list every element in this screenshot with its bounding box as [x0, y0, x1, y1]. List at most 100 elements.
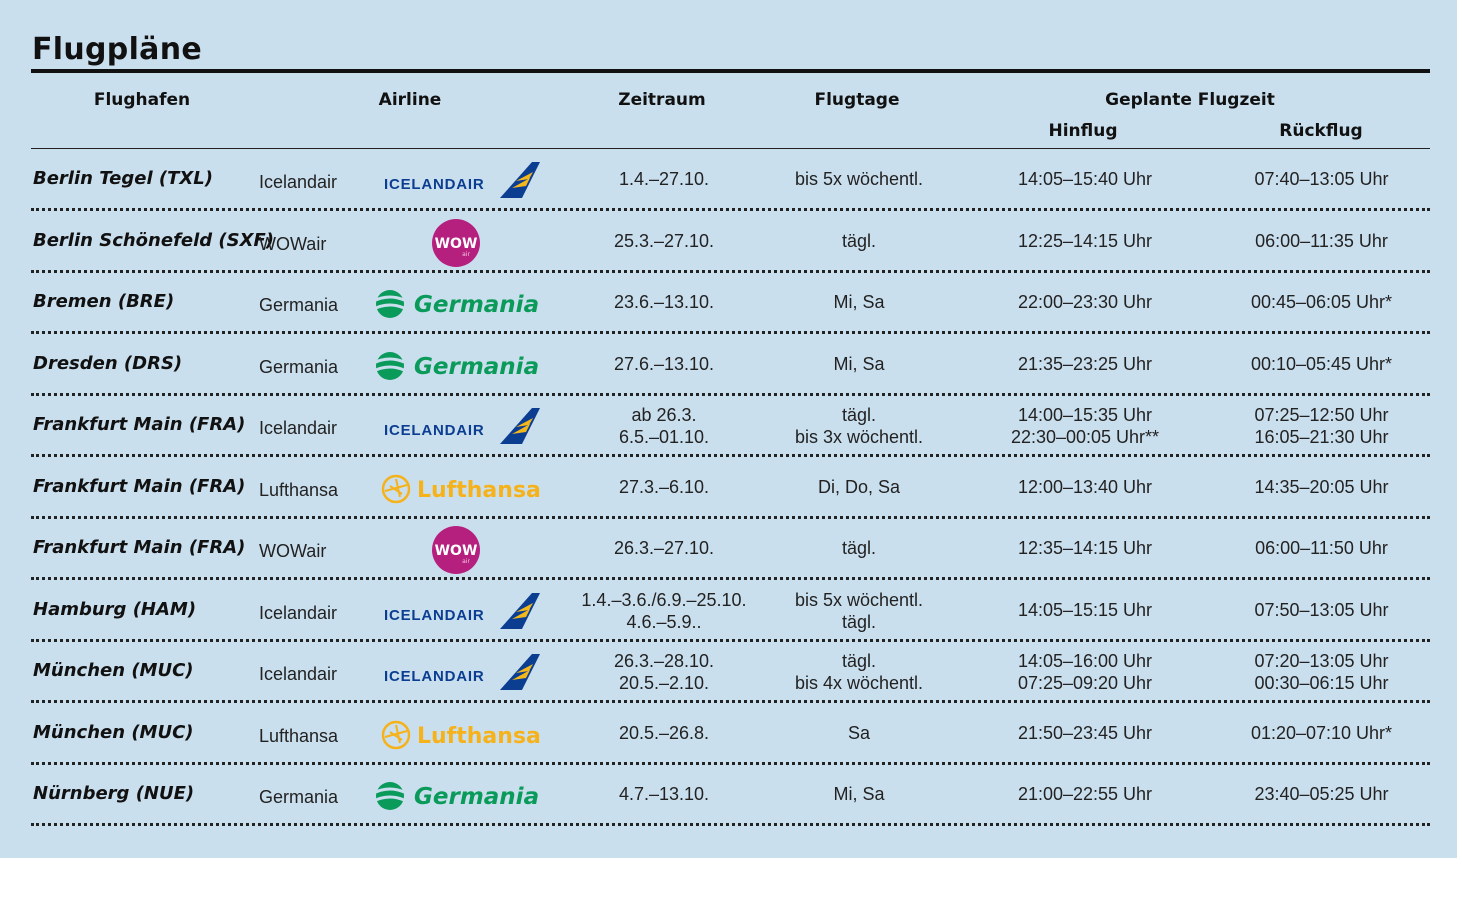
outbound-time-cell: 12:35–14:15 Uhr: [980, 537, 1190, 559]
schedule-panel: [0, 0, 1457, 858]
outbound-time-cell-line: 22:30–00:05 Uhr**: [1010, 427, 1160, 447]
icelandair-logo-text: ICELANDAIR: [384, 176, 485, 193]
return-time-cell-line: 01:20–07:10 Uhr*: [1250, 722, 1393, 743]
germania-logo: Germania: [375, 290, 539, 318]
lufthansa-logo-text: Lufthansa: [417, 724, 541, 749]
period-cell-line: 26.3.–28.10.: [613, 651, 715, 671]
period-cell: 1.4.–3.6./6.9.–25.10. 4.6.–5.9..: [564, 589, 764, 633]
row-separator: [31, 454, 1430, 457]
days-cell-line: Mi, Sa: [833, 292, 885, 312]
airline-logo: Germania: [372, 771, 552, 821]
period-cell-line: ab 26.3.: [631, 405, 697, 425]
germania-logo: Germania: [375, 782, 539, 810]
days-cell: Mi, Sa: [764, 291, 954, 313]
airline-name: WOWair: [259, 541, 327, 561]
period-cell-line: 1.4.–3.6./6.9.–25.10.: [581, 589, 747, 610]
outbound-time-cell-line: 14:00–15:35 Uhr: [1017, 405, 1153, 425]
return-time-cell: 00:45–06:05 Uhr*: [1214, 291, 1429, 313]
airline-name: Icelandair: [259, 418, 338, 438]
return-time-cell-line: 06:00–11:50 Uhr: [1255, 538, 1388, 558]
outbound-time-cell-line: 21:35–23:25 Uhr: [1017, 353, 1153, 374]
table-row: Berlin Schönefeld (SXF) WOWair WOW air 25…: [0, 212, 1457, 273]
airport-name: München (MUC): [33, 721, 194, 743]
return-time-cell-line: 23:40–05:25 Uhr: [1254, 784, 1389, 804]
period-cell: 20.5.–26.8.: [564, 722, 764, 744]
table-row: Frankfurt Main (FRA) Lufthansa Lufthansa …: [0, 458, 1457, 519]
days-cell: Di, Do, Sa: [764, 476, 954, 498]
header-airport: Flughafen: [93, 90, 191, 110]
airline-name: Lufthansa: [259, 725, 339, 746]
airline-logo: WOW air: [372, 525, 552, 575]
return-time-cell-line: 14:35–20:05 Uhr: [1254, 476, 1389, 497]
airline-name: WOWair: [259, 233, 327, 254]
airport-name: Frankfurt Main (FRA): [33, 537, 246, 558]
airport-name: Frankfurt Main (FRA): [33, 475, 246, 497]
row-separator: [31, 577, 1430, 580]
table-row: München (MUC) Icelandair ICELANDAIR 26.3.…: [0, 642, 1457, 703]
icelandair-logo: ICELANDAIR: [384, 654, 540, 690]
return-time-cell-line: 07:40–13:05 Uhr: [1254, 169, 1389, 189]
outbound-time-cell: 14:05–16:00 Uhr 07:25–09:20 Uhr: [980, 650, 1190, 694]
days-cell-line: bis 4x wöchentl.: [794, 673, 924, 693]
outbound-time-cell-line: 14:05–15:15 Uhr: [1017, 599, 1153, 620]
days-cell: Mi, Sa: [764, 783, 954, 805]
airline-logo: WOW air: [372, 218, 552, 268]
return-time-cell-line: 00:10–05:45 Uhr*: [1250, 353, 1393, 374]
outbound-time-cell-line: 07:25–09:20 Uhr: [1017, 673, 1153, 693]
lufthansa-logo: Lufthansa: [381, 720, 541, 749]
header-days: Flugtage: [814, 90, 900, 110]
return-time-cell: 01:20–07:10 Uhr*: [1214, 722, 1429, 744]
icelandair-logo: ICELANDAIR: [384, 408, 540, 444]
airport-name: München (MUC): [33, 660, 194, 681]
icelandair-logo: ICELANDAIR: [384, 592, 540, 629]
outbound-time-cell: 21:35–23:25 Uhr: [980, 353, 1190, 375]
days-cell-line: Sa: [847, 722, 871, 743]
outbound-time-cell-line: 12:00–13:40 Uhr: [1017, 476, 1153, 497]
airport-name: Berlin Schönefeld (SXF): [33, 229, 275, 251]
return-time-cell: 07:20–13:05 Uhr 00:30–06:15 Uhr: [1214, 650, 1429, 694]
period-cell: 1.4.–27.10.: [564, 168, 764, 190]
return-time-cell: 07:25–12:50 Uhr 16:05–21:30 Uhr: [1214, 404, 1429, 448]
return-time-cell-line: 16:05–21:30 Uhr: [1254, 427, 1389, 447]
germania-logo-text: Germania: [414, 354, 539, 380]
airline-name: Icelandair: [259, 664, 338, 684]
period-cell: 4.7.–13.10.: [564, 783, 764, 805]
period-cell-line: 4.7.–13.10.: [618, 784, 710, 804]
airport-name: Nürnberg (NUE): [33, 783, 195, 804]
airport-name: Hamburg (HAM): [33, 598, 197, 620]
period-cell-line: 1.4.–27.10.: [618, 169, 710, 189]
days-cell-line: Mi, Sa: [833, 784, 885, 804]
header-planned-time: Geplante Flugzeit: [1105, 90, 1275, 110]
row-separator: [31, 823, 1430, 826]
airport-name: Bremen (BRE): [33, 291, 175, 312]
germania-logo: Germania: [375, 351, 539, 380]
days-cell-line: tägl.: [841, 230, 877, 251]
airline-logo: Lufthansa: [372, 464, 552, 514]
row-separator: [31, 700, 1430, 703]
days-cell-line: tägl.: [841, 538, 877, 558]
period-cell: 27.6.–13.10.: [564, 353, 764, 375]
return-time-cell: 07:40–13:05 Uhr: [1214, 168, 1429, 190]
outbound-time-cell: 14:05–15:15 Uhr: [980, 599, 1190, 621]
airline-name: Germania: [259, 356, 339, 377]
airline-logo: ICELANDAIR: [372, 156, 552, 206]
airline-logo: ICELANDAIR: [372, 402, 552, 452]
airline-name: Germania: [259, 295, 339, 315]
outbound-time-cell: 21:50–23:45 Uhr: [980, 722, 1190, 744]
wow-logo-text: WOW: [435, 543, 478, 559]
outbound-time-cell-line: 21:50–23:45 Uhr: [1017, 722, 1153, 743]
header-period: Zeitraum: [618, 90, 706, 110]
wow-logo: WOW air: [432, 526, 480, 574]
period-cell-line: 4.6.–5.9..: [626, 611, 702, 632]
days-cell: tägl. bis 3x wöchentl.: [764, 404, 954, 448]
icelandair-logo-text: ICELANDAIR: [384, 668, 485, 685]
outbound-time-cell-line: 22:00–23:30 Uhr: [1017, 292, 1153, 312]
days-cell-line: Mi, Sa: [833, 353, 885, 374]
wow-logo-text: WOW: [435, 236, 478, 252]
title-rule: [31, 69, 1430, 73]
days-cell-line: tägl.: [841, 651, 877, 671]
return-time-cell-line: 00:30–06:15 Uhr: [1254, 673, 1389, 693]
outbound-time-cell: 12:00–13:40 Uhr: [980, 476, 1190, 498]
airline-name: Germania: [259, 787, 339, 807]
outbound-time-cell-line: 14:05–16:00 Uhr: [1017, 651, 1153, 671]
